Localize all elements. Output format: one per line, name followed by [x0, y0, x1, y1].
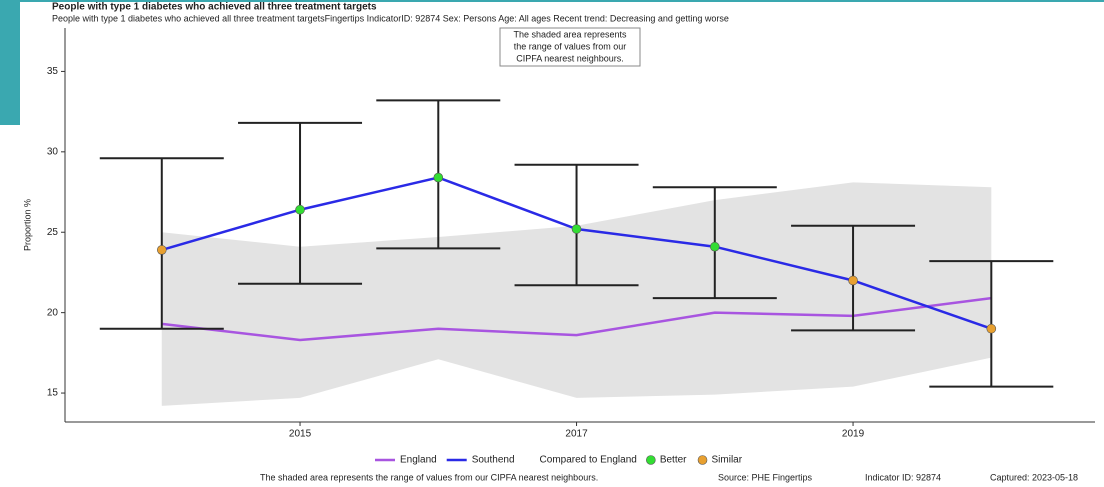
footer-text: Source: PHE Fingertips	[718, 472, 813, 482]
legend-label: England	[400, 455, 437, 466]
chart-subtitle: People with type 1 diabetes who achieved…	[52, 13, 729, 23]
annotation-text: CIPFA nearest neighbours.	[516, 53, 624, 63]
y-axis-label: Proportion %	[22, 199, 32, 251]
legend-label: Similar	[712, 455, 743, 466]
annotation-text: the range of values from our	[514, 41, 627, 51]
side-decoration	[0, 0, 20, 125]
annotation-text: The shaded area represents	[513, 29, 627, 39]
point	[433, 172, 444, 183]
legend-label: Better	[660, 455, 687, 466]
point	[709, 241, 720, 252]
neighbour-range-band	[161, 182, 992, 406]
x-tick-label: 2019	[842, 429, 865, 440]
legend-title: Compared to England	[540, 455, 637, 466]
point	[986, 323, 997, 334]
legend-label: Southend	[472, 455, 515, 466]
chart-title: People with type 1 diabetes who achieved…	[52, 2, 377, 13]
y-tick-label: 35	[47, 66, 59, 77]
point	[848, 275, 858, 286]
legend-point	[646, 455, 656, 465]
point	[571, 224, 582, 234]
point	[295, 204, 305, 215]
x-tick-label: 2017	[565, 429, 588, 440]
annotation-box	[499, 27, 641, 67]
y-tick-label: 15	[47, 388, 59, 399]
footer-text: Captured: 2023-05-18	[990, 472, 1078, 482]
y-tick-label: 30	[47, 146, 59, 157]
footer-text: Indicator ID: 92874	[865, 472, 941, 482]
point	[156, 245, 167, 255]
footer-text: The shaded area represents the range of …	[260, 472, 598, 482]
y-tick-label: 20	[47, 307, 59, 318]
legend-point	[697, 455, 708, 465]
x-tick-label: 2015	[289, 429, 312, 440]
y-tick-label: 25	[47, 227, 59, 238]
top-border	[0, 0, 1104, 2]
